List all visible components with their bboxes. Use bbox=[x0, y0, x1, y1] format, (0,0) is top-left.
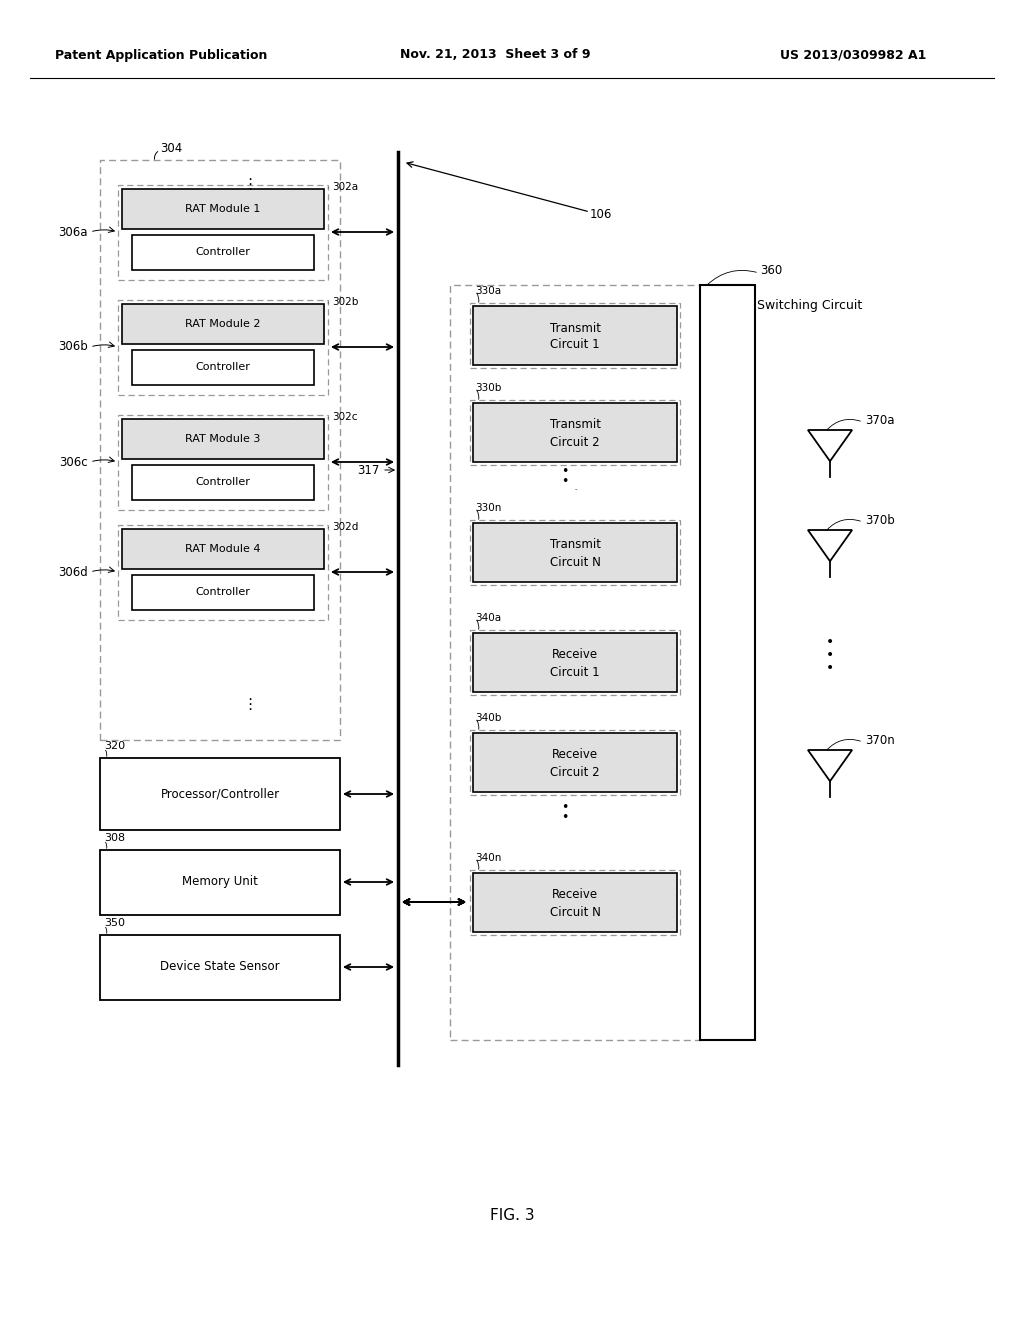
Text: 306b: 306b bbox=[58, 341, 88, 354]
Bar bbox=[100, 758, 340, 830]
Text: Controller: Controller bbox=[196, 247, 251, 257]
Text: Circuit N: Circuit N bbox=[550, 556, 600, 569]
Text: 302a: 302a bbox=[332, 182, 358, 191]
Bar bbox=[700, 285, 755, 1040]
Bar bbox=[118, 185, 328, 280]
Bar bbox=[473, 733, 677, 792]
Text: RAT Module 1: RAT Module 1 bbox=[185, 205, 261, 214]
Text: 340b: 340b bbox=[475, 713, 502, 723]
Bar bbox=[473, 634, 677, 692]
Bar bbox=[122, 529, 324, 569]
Text: Device State Sensor: Device State Sensor bbox=[160, 961, 280, 974]
Text: Circuit 1: Circuit 1 bbox=[550, 338, 600, 351]
Text: 304: 304 bbox=[160, 141, 182, 154]
Text: 350: 350 bbox=[104, 917, 125, 928]
Bar bbox=[473, 873, 677, 932]
Text: 340n: 340n bbox=[475, 853, 502, 863]
Text: 306c: 306c bbox=[59, 455, 88, 469]
Text: 370a: 370a bbox=[865, 413, 895, 426]
Bar bbox=[473, 403, 677, 462]
Text: 317: 317 bbox=[357, 463, 380, 477]
Text: •: • bbox=[826, 648, 835, 663]
Text: •: • bbox=[826, 635, 835, 649]
Bar bbox=[118, 525, 328, 620]
Bar bbox=[470, 400, 680, 465]
Text: 320: 320 bbox=[104, 741, 125, 751]
Bar bbox=[132, 350, 314, 385]
Text: 330b: 330b bbox=[475, 383, 502, 393]
Text: Nov. 21, 2013  Sheet 3 of 9: Nov. 21, 2013 Sheet 3 of 9 bbox=[400, 49, 591, 62]
Text: 340a: 340a bbox=[475, 612, 501, 623]
Bar bbox=[132, 235, 314, 271]
Bar bbox=[118, 414, 328, 510]
Bar bbox=[122, 418, 324, 459]
Text: 106: 106 bbox=[590, 209, 612, 222]
Text: 330a: 330a bbox=[475, 286, 501, 296]
Text: Processor/Controller: Processor/Controller bbox=[161, 788, 280, 800]
Text: 302c: 302c bbox=[332, 412, 357, 422]
Text: Circuit N: Circuit N bbox=[550, 906, 600, 919]
Bar bbox=[122, 189, 324, 228]
Text: •: • bbox=[826, 661, 835, 675]
Text: 306d: 306d bbox=[58, 565, 88, 578]
Text: Receive: Receive bbox=[552, 748, 598, 762]
Bar bbox=[473, 523, 677, 582]
Text: •: • bbox=[561, 475, 568, 488]
Text: •: • bbox=[561, 810, 568, 824]
Text: RAT Module 4: RAT Module 4 bbox=[185, 544, 261, 554]
Text: Controller: Controller bbox=[196, 477, 251, 487]
Text: 308: 308 bbox=[104, 833, 125, 843]
Bar bbox=[470, 870, 680, 935]
Text: FIG. 3: FIG. 3 bbox=[489, 1208, 535, 1222]
Bar bbox=[473, 306, 677, 366]
Text: 370b: 370b bbox=[865, 513, 895, 527]
Text: •: • bbox=[561, 800, 568, 813]
Text: 360: 360 bbox=[760, 264, 782, 277]
Text: Switching Circuit: Switching Circuit bbox=[758, 298, 862, 312]
Bar bbox=[470, 520, 680, 585]
Text: Controller: Controller bbox=[196, 362, 251, 372]
Text: ⋮: ⋮ bbox=[243, 697, 258, 713]
Text: 302d: 302d bbox=[332, 521, 358, 532]
Text: •: • bbox=[561, 466, 568, 479]
Bar bbox=[100, 160, 340, 741]
Bar bbox=[100, 935, 340, 1001]
Text: Patent Application Publication: Patent Application Publication bbox=[55, 49, 267, 62]
Text: 370n: 370n bbox=[865, 734, 895, 747]
Text: 330n: 330n bbox=[475, 503, 502, 513]
Text: 302b: 302b bbox=[332, 297, 358, 308]
Text: US 2013/0309982 A1: US 2013/0309982 A1 bbox=[780, 49, 927, 62]
Text: Transmit: Transmit bbox=[550, 418, 600, 432]
Text: RAT Module 3: RAT Module 3 bbox=[185, 434, 261, 444]
Bar bbox=[100, 850, 340, 915]
Bar bbox=[470, 730, 680, 795]
Text: Receive: Receive bbox=[552, 648, 598, 661]
Bar bbox=[450, 285, 700, 1040]
Text: Circuit 1: Circuit 1 bbox=[550, 665, 600, 678]
Text: Memory Unit: Memory Unit bbox=[182, 875, 258, 888]
Bar bbox=[132, 465, 314, 500]
Bar bbox=[470, 630, 680, 696]
Bar bbox=[470, 304, 680, 368]
Text: Circuit 2: Circuit 2 bbox=[550, 766, 600, 779]
Text: Circuit 2: Circuit 2 bbox=[550, 436, 600, 449]
Text: Transmit: Transmit bbox=[550, 539, 600, 552]
Text: RAT Module 2: RAT Module 2 bbox=[185, 319, 261, 329]
Text: 306a: 306a bbox=[58, 226, 88, 239]
Text: ⋮: ⋮ bbox=[243, 177, 258, 193]
Text: Receive: Receive bbox=[552, 888, 598, 902]
Bar bbox=[122, 304, 324, 345]
Bar bbox=[118, 300, 328, 395]
Text: Transmit: Transmit bbox=[550, 322, 600, 334]
Bar bbox=[132, 576, 314, 610]
Text: Controller: Controller bbox=[196, 587, 251, 597]
